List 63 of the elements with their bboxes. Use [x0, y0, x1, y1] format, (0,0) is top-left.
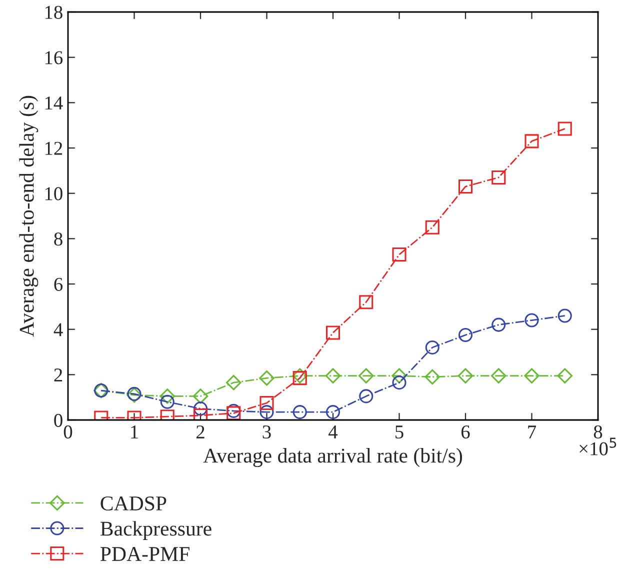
- y-axis-title: Average end-to-end delay (s): [19, 96, 38, 337]
- point: [160, 394, 174, 409]
- point: [558, 308, 572, 323]
- point: [160, 388, 176, 404]
- y-tick-label: 12: [45, 142, 62, 155]
- point: [260, 396, 274, 410]
- x-tick-label: 2: [196, 425, 204, 438]
- point: [425, 220, 440, 234]
- point: [458, 180, 473, 194]
- point: [292, 371, 307, 386]
- point: [392, 376, 406, 390]
- point: [424, 369, 440, 385]
- y-tick-label: 6: [54, 278, 63, 291]
- y-tick-label: 16: [45, 51, 63, 64]
- point: [193, 408, 208, 420]
- point: [259, 370, 274, 386]
- point: [292, 405, 307, 420]
- y-tick-label: 18: [45, 6, 62, 19]
- point: [492, 170, 506, 184]
- point: [326, 405, 340, 420]
- y-tick-label: 0: [54, 414, 62, 427]
- x-tick-label: 6: [461, 425, 470, 439]
- x-tick-label: 7: [528, 426, 536, 438]
- x-tick-label: 0: [64, 425, 72, 439]
- point: [458, 368, 474, 384]
- x-tick-label: 3: [262, 425, 271, 439]
- point: [558, 122, 572, 136]
- legend-label: PDA-PMF: [100, 547, 190, 561]
- point: [392, 368, 407, 384]
- point: [524, 134, 539, 148]
- point: [458, 328, 473, 342]
- point: [226, 404, 241, 418]
- x-tick-label: 1: [131, 426, 138, 438]
- point: [226, 374, 242, 390]
- point: [425, 340, 440, 354]
- point: [292, 368, 308, 384]
- point: [358, 368, 374, 384]
- y-tick-label: 14: [45, 96, 63, 110]
- point: [490, 368, 506, 384]
- point: [557, 368, 573, 384]
- x-axis-title: Average data arrival rate (bit/s): [203, 448, 462, 467]
- point: [192, 388, 208, 404]
- y-tick-label: 8: [54, 232, 62, 246]
- x-tick-label: 8: [594, 425, 602, 439]
- point: [326, 326, 340, 340]
- y-tick-label: 2: [54, 368, 62, 382]
- y-tick-label: 10: [45, 187, 62, 200]
- point: [492, 318, 506, 332]
- point: [392, 248, 406, 262]
- point: [226, 406, 241, 420]
- point: [260, 405, 274, 420]
- point: [359, 389, 374, 404]
- point: [524, 368, 540, 384]
- point: [359, 295, 374, 310]
- point: [524, 313, 539, 328]
- point: [193, 402, 208, 416]
- legend-label: Backpressure: [100, 521, 212, 540]
- legend-label: CADSP: [100, 496, 166, 510]
- y-tick-label: 4: [54, 323, 63, 336]
- text: ×10$^{5}$: [580, 438, 616, 456]
- x-tick-label: 4: [328, 426, 338, 438]
- x-tick-label: 5: [396, 426, 404, 439]
- point: [325, 368, 341, 384]
